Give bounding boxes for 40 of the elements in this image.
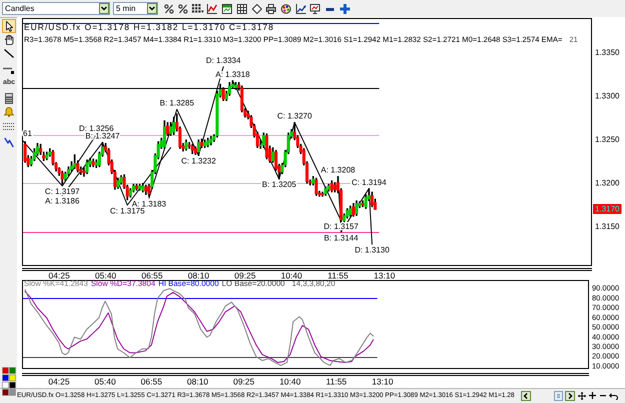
annotation: C: 1.3194 — [352, 178, 387, 187]
x-tick-label: 04:25 — [48, 270, 70, 280]
text: EUR/USD.fx O=1.3178 H=1.3182 L=1.3170 C=1.3178 — [24, 22, 274, 32]
x-tick-label: 06:55 — [141, 270, 164, 280]
y-tick-label: 1.3250 — [595, 135, 620, 144]
dropdown: 5 min — [113, 2, 158, 15]
annotation: A: 1.3186 — [45, 196, 80, 206]
x-tick-label: 10:40 — [279, 376, 301, 386]
x-tick-label: 13:10 — [374, 270, 396, 280]
y-tick-label: 1.3200 — [595, 178, 620, 188]
annotation: C: 1.3175 — [110, 206, 146, 216]
annotation: C: 1.3270 — [277, 112, 313, 121]
x-tick-label: 04:25 — [48, 376, 70, 386]
x-tick-label: 09:25 — [233, 376, 255, 386]
x-tick-label: 09:25 — [234, 270, 256, 280]
y-tick-label: 1.3350 — [595, 48, 620, 58]
annotation: A: 1.3208 — [320, 166, 356, 175]
dropdown: Candles — [2, 2, 110, 15]
x-tick-label: 06:55 — [140, 376, 162, 386]
annotation: D: 1.3334 — [206, 56, 242, 65]
annotation: 1.3170 — [595, 204, 620, 214]
annotation: B: 1.3285 — [160, 98, 195, 108]
annotation: C: 1.3232 — [181, 156, 216, 166]
y-tick-label: 1.3150 — [595, 222, 620, 232]
annotation: D: 1.3256 — [79, 124, 114, 133]
x-tick-label: 13:10 — [372, 376, 394, 386]
annotation: D: 1.3130 — [354, 245, 390, 254]
x-tick-label: 11:55 — [326, 376, 347, 386]
x-tick-label: 05:40 — [94, 376, 116, 386]
x-tick-label: 08:10 — [188, 270, 210, 280]
x-tick-label: 11:55 — [328, 270, 349, 280]
annotation: B: 1.3247 — [85, 132, 120, 141]
x-tick-label: 05:40 — [95, 270, 117, 280]
annotation: B: 1.3205 — [262, 180, 297, 190]
x-tick-label: 10:40 — [280, 270, 302, 280]
annotation: A: 1.3183 — [132, 199, 167, 208]
annotation: 61 — [23, 129, 32, 138]
y-tick-label: 1.3300 — [595, 92, 620, 101]
x-tick-label: 08:10 — [187, 376, 209, 386]
annotation: B: 1.3144 — [324, 233, 359, 242]
